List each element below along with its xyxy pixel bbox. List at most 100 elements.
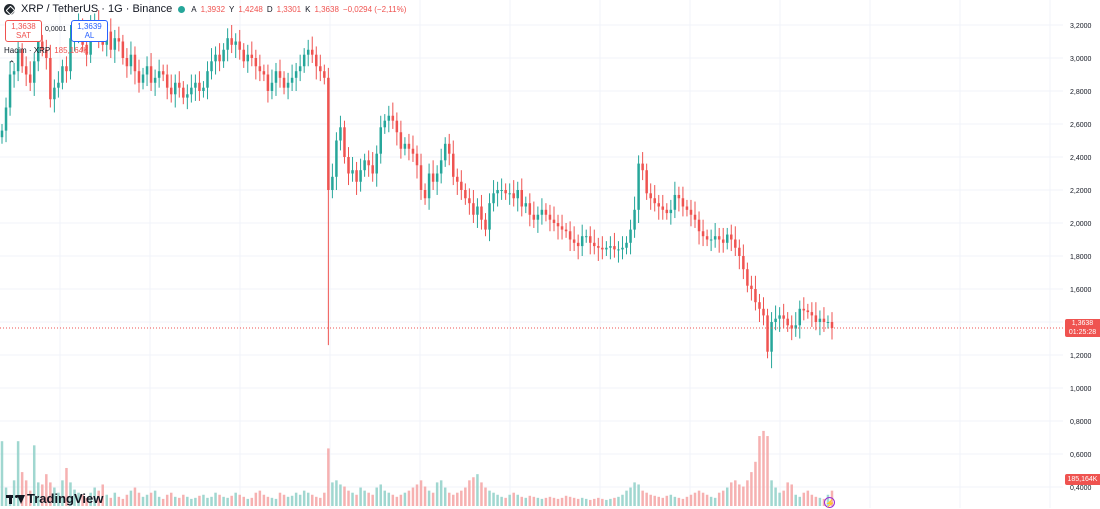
candle-body bbox=[564, 229, 568, 232]
candle-body bbox=[818, 318, 822, 322]
volume-bar bbox=[548, 496, 552, 506]
volume-bar bbox=[278, 492, 282, 506]
volume-bar bbox=[218, 494, 221, 506]
candle-body bbox=[37, 41, 40, 62]
volume-bar bbox=[762, 430, 765, 506]
volume-bar bbox=[319, 497, 322, 506]
candle-body bbox=[254, 58, 258, 67]
volume-bar bbox=[214, 492, 217, 506]
y-tick-label: 0,4000 bbox=[1070, 485, 1092, 492]
candle-body bbox=[580, 236, 584, 247]
candle-body bbox=[798, 308, 802, 326]
volume-bar bbox=[347, 490, 350, 506]
open-label: A bbox=[191, 4, 197, 14]
volume-bar bbox=[544, 497, 548, 506]
candle-body bbox=[649, 193, 652, 199]
volume-bar bbox=[504, 497, 507, 506]
volume-bar bbox=[431, 492, 435, 506]
lightning-icon[interactable]: ⚡ bbox=[824, 497, 835, 508]
candle-body bbox=[746, 269, 749, 286]
candle-body bbox=[391, 115, 395, 121]
candle-body bbox=[198, 82, 201, 91]
volume-bar bbox=[818, 497, 822, 506]
candle-body bbox=[282, 77, 286, 88]
current-price-tag: 1,3638 01:25:28 bbox=[1065, 318, 1100, 337]
buy-button[interactable]: 1,3639 AL bbox=[71, 20, 108, 42]
tradingview-logo[interactable]: TradingView bbox=[6, 491, 103, 506]
candle-body bbox=[645, 170, 648, 194]
candle-body bbox=[528, 203, 532, 215]
volume-bar bbox=[12, 480, 16, 506]
y-tick-label: 0,8000 bbox=[1070, 419, 1092, 426]
volume-bar bbox=[685, 496, 689, 506]
candle-body bbox=[61, 66, 64, 83]
symbol-title[interactable]: XRP / TetherUS · 1G · Binance bbox=[21, 3, 173, 15]
y-tick-label: 0,6000 bbox=[1070, 452, 1092, 459]
volume-bar bbox=[306, 492, 310, 506]
candle-body bbox=[339, 127, 342, 141]
volume-bar bbox=[109, 497, 113, 506]
candle-body bbox=[705, 236, 709, 240]
volume-bar bbox=[77, 492, 80, 506]
candle-body bbox=[504, 190, 507, 194]
volume-bar bbox=[387, 492, 391, 506]
y-tick-label: 2,2000 bbox=[1070, 188, 1092, 195]
sell-button[interactable]: 1,3638 SAT bbox=[5, 20, 42, 42]
candle-body bbox=[713, 236, 717, 240]
candle-body bbox=[278, 71, 282, 78]
volume-bar bbox=[310, 494, 314, 506]
candle-body bbox=[234, 41, 237, 45]
candle-body bbox=[53, 87, 56, 100]
low-label: D bbox=[266, 4, 273, 14]
candle-body bbox=[4, 107, 8, 131]
volume-bar bbox=[169, 492, 173, 506]
volume-bar bbox=[266, 496, 270, 506]
volume-bar bbox=[343, 486, 346, 506]
volume-bar bbox=[637, 484, 640, 506]
volume-bar bbox=[165, 494, 169, 506]
candle-body bbox=[57, 82, 60, 88]
collapse-legend-icon[interactable]: ⌃ bbox=[8, 59, 16, 69]
candle-body bbox=[423, 190, 427, 199]
candle-body bbox=[452, 153, 455, 177]
volume-bar bbox=[323, 492, 326, 506]
volume-bar bbox=[93, 487, 96, 506]
candle-body bbox=[32, 61, 36, 83]
volume-bar bbox=[629, 487, 632, 506]
volume-bar bbox=[605, 499, 608, 506]
volume-bar bbox=[536, 497, 540, 506]
volume-bar bbox=[447, 492, 451, 506]
candle-body bbox=[556, 223, 560, 227]
candle-body bbox=[460, 181, 463, 190]
candle-body bbox=[830, 322, 834, 328]
candle-body bbox=[508, 193, 511, 195]
volume-bar bbox=[782, 490, 785, 506]
volume-bar bbox=[41, 484, 44, 506]
volume-bar bbox=[335, 480, 338, 506]
volume-bar bbox=[721, 490, 725, 506]
volume-bar bbox=[468, 480, 471, 506]
candle-body bbox=[246, 54, 250, 62]
volume-bar bbox=[641, 490, 644, 506]
candle-body bbox=[734, 239, 737, 248]
volume-legend[interactable]: Hacim · XRP 185,164K bbox=[4, 46, 89, 55]
candle-body bbox=[242, 49, 245, 62]
volume-bar bbox=[798, 496, 802, 506]
volume-bar bbox=[814, 496, 818, 506]
volume-bar bbox=[355, 494, 358, 506]
volume-bar bbox=[725, 487, 729, 506]
brand-name: TradingView bbox=[27, 491, 104, 506]
candle-body bbox=[758, 302, 761, 309]
candle-body bbox=[589, 236, 592, 243]
open-value: 1,3932 bbox=[200, 4, 226, 14]
candle-body bbox=[367, 160, 370, 166]
candle-body bbox=[371, 165, 374, 174]
candle-body bbox=[677, 194, 681, 199]
countdown-timer: 01:25:28 bbox=[1068, 328, 1097, 336]
candle-body bbox=[673, 194, 677, 210]
candle-body bbox=[310, 49, 314, 55]
volume-bar bbox=[589, 499, 592, 506]
